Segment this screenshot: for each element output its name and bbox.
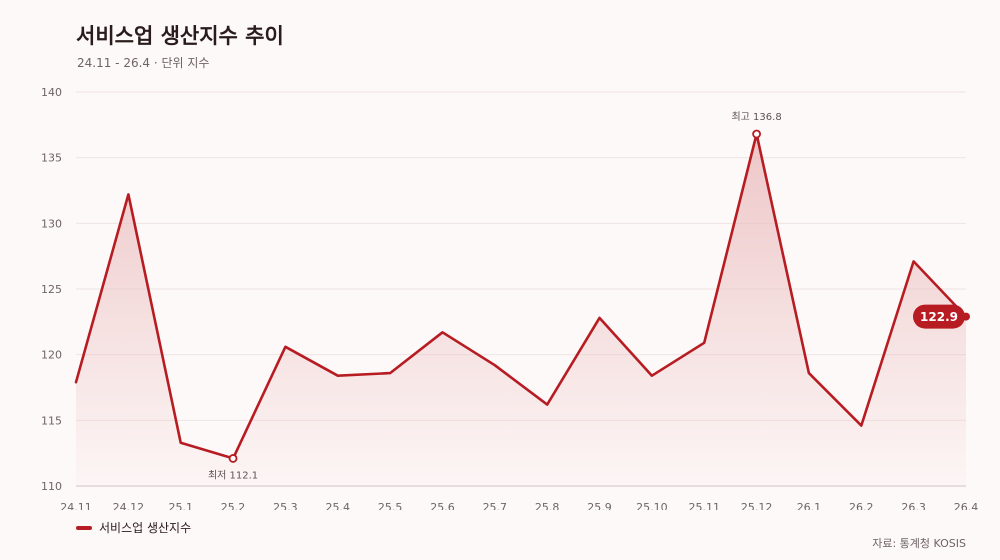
max-point <box>752 129 761 139</box>
y-tick-label: 110 <box>41 480 62 493</box>
x-tick-label: 25.2 <box>221 501 246 510</box>
min-point <box>228 454 238 463</box>
x-tick-label: 25.9 <box>587 501 612 510</box>
x-tick-label: 26.2 <box>849 501 874 510</box>
x-tick-label: 25.8 <box>535 501 560 510</box>
x-tick-label: 25.4 <box>326 501 351 510</box>
last-value-label: 122.9 <box>920 310 958 324</box>
series-area <box>76 134 966 486</box>
chart-subtitle: 24.11 - 26.4 · 단위 지수 <box>77 56 210 70</box>
y-tick-label: 125 <box>41 283 62 296</box>
max-label: 최고 136.8 <box>731 111 781 123</box>
y-tick-label: 115 <box>41 414 62 427</box>
x-tick-label: 26.1 <box>797 501 822 510</box>
legend-swatch <box>76 525 92 530</box>
y-tick-label: 120 <box>41 349 62 362</box>
markers: 최고 136.8 최저 112.1 122.9 <box>208 111 970 481</box>
legend: 서비스업 생산지수 <box>76 519 191 536</box>
min-label: 최저 112.1 <box>208 469 258 481</box>
x-axis: 24.11 24.12 25.1 25.2 25.3 25.4 25.5 25.6 25.7 25… <box>60 501 978 510</box>
x-tick-label: 25.11 <box>688 501 720 510</box>
y-tick-label: 135 <box>41 152 62 165</box>
x-tick-label: 25.3 <box>273 501 298 510</box>
x-tick-label: 24.12 <box>113 501 145 510</box>
y-tick-label: 130 <box>41 217 62 230</box>
x-tick-label: 26.4 <box>954 501 979 510</box>
legend-label: 서비스업 생산지수 <box>99 521 192 535</box>
x-tick-label: 25.7 <box>483 501 508 510</box>
series-line <box>74 132 968 460</box>
x-tick-label: 26.3 <box>901 501 926 510</box>
x-tick-label: 24.11 <box>60 501 92 510</box>
x-tick-label: 25.12 <box>741 501 773 510</box>
x-tick-label: 25.10 <box>636 501 668 510</box>
area-chart: 110 115 120 125 130 135 140 24.11 24.12 25.1 25.2… <box>41 86 978 510</box>
y-axis: 110 115 120 125 130 135 140 <box>41 86 62 493</box>
y-tick-label: 140 <box>41 86 62 99</box>
x-tick-label: 25.6 <box>430 501 455 510</box>
x-tick-label: 25.1 <box>168 501 193 510</box>
source-note: 자료: 통계청 KOSIS <box>872 537 966 550</box>
x-tick-label: 25.5 <box>378 501 403 510</box>
chart-title: 서비스업 생산지수 추이 <box>76 24 284 48</box>
last-value-badge <box>913 304 965 329</box>
